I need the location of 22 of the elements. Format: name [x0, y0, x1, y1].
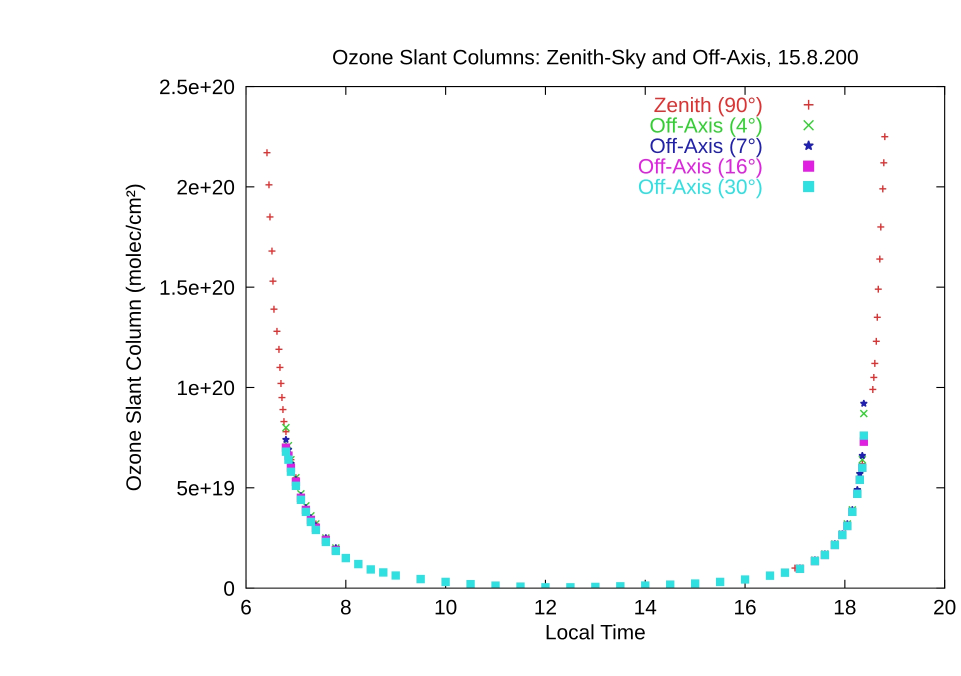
- x-tick-label: 14: [635, 600, 656, 614]
- legend-label: Off-Axis (4°): [650, 117, 762, 137]
- chart-title: Ozone Slant Columns: Zenith-Sky and Off-Axis, 15.8.200: [333, 49, 858, 69]
- x-tick-label: 18: [834, 600, 856, 615]
- x-tick-label: 8: [340, 600, 351, 615]
- legend-label: Off-Axis (30°): [638, 178, 762, 198]
- x-tick-label: 16: [735, 600, 756, 615]
- x-axis-title: Local Time: [546, 624, 645, 640]
- y-axis-title: Ozone Slant Column (molec/cm²): [126, 184, 146, 490]
- y-tick-label: 1e+20: [178, 380, 234, 396]
- legend-label: Zenith (90°): [654, 96, 762, 116]
- legend-label: Off-Axis (16°): [638, 158, 762, 178]
- y-tick-label: 5e+19: [177, 480, 234, 496]
- x-tick-label: 20: [934, 600, 956, 615]
- legend-label: Off-Axis (7°): [650, 138, 762, 158]
- y-tick-label: 2.5e+20: [160, 80, 234, 94]
- x-tick-label: 12: [535, 600, 556, 614]
- x-tick-label: 10: [436, 600, 456, 615]
- x-tick-label: 6: [241, 600, 251, 615]
- y-tick-label: 0: [224, 581, 234, 596]
- y-tick-label: 1.5e+20: [160, 280, 234, 295]
- y-tick-label: 2e+20: [177, 180, 234, 195]
